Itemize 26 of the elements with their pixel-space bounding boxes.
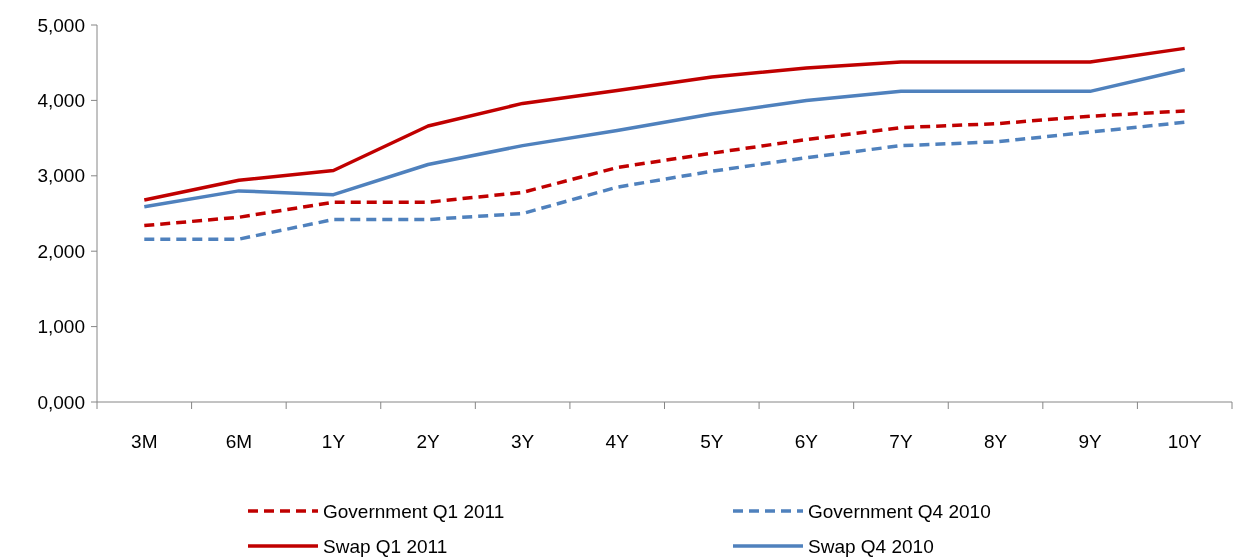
y-tick-label: 2,000: [37, 240, 85, 262]
x-tick-label: 3M: [131, 431, 158, 452]
x-tick-label: 6Y: [794, 431, 819, 452]
y-tick-label: 4,000: [37, 90, 85, 112]
y-tick-label: 5,000: [37, 14, 85, 36]
line-series: [142, 46, 1187, 202]
legend-label: Government Q4 2010: [808, 500, 991, 522]
x-tick-label: 2Y: [416, 431, 440, 452]
x-tick-label: 9Y: [1078, 431, 1103, 452]
x-tick-label: 10Y: [1167, 431, 1202, 452]
line-series: [142, 120, 1187, 241]
x-tick-label: 1Y: [321, 431, 346, 452]
x-tick-label: 7Y: [889, 431, 913, 452]
legend-label: Swap Q1 2011: [323, 535, 448, 557]
x-tick-label: 4Y: [605, 431, 630, 452]
line-series: [142, 109, 1187, 228]
y-tick-label: 3,000: [37, 165, 85, 187]
x-tick-label: 5Y: [700, 431, 724, 452]
y-tick-label: 0,000: [37, 391, 85, 413]
x-tick-label: 6M: [225, 431, 253, 452]
legend-label: Government Q1 2011: [323, 500, 505, 522]
y-tick-label: 1,000: [37, 316, 85, 338]
x-tick-label: 8Y: [983, 431, 1008, 452]
x-tick-label: 3Y: [511, 431, 535, 452]
line-series: [142, 67, 1187, 209]
legend-label: Swap Q4 2010: [808, 535, 934, 557]
